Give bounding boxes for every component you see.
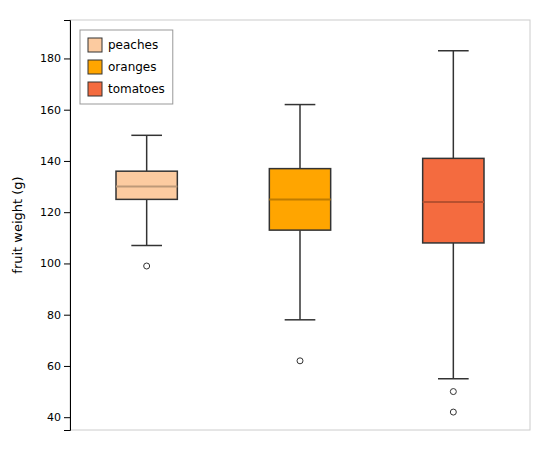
box-group — [269, 105, 330, 364]
whisker-high — [453, 51, 455, 159]
legend-swatch — [88, 60, 102, 74]
legend: peaches oranges tomatoes — [80, 30, 173, 104]
whisker-cap-high — [131, 135, 162, 137]
y-tick-label: 100 — [40, 257, 61, 270]
y-tick: 60 — [47, 360, 70, 373]
y-tick-label: 160 — [40, 104, 61, 117]
legend-swatch — [88, 82, 102, 96]
y-tick: 180 — [40, 52, 70, 65]
plot: 40 60 80 100 120 140 160 180 fruit weight (g) pea… — [10, 20, 530, 431]
whisker-low — [146, 199, 148, 245]
y-tick: 40 — [47, 411, 70, 424]
y-tick: 100 — [40, 257, 70, 270]
flier — [450, 389, 456, 395]
y-tick-label: 60 — [47, 360, 61, 373]
flier — [144, 263, 150, 269]
legend-frame — [80, 30, 173, 104]
legend-label: tomatoes — [108, 82, 165, 96]
legend-item: oranges — [88, 60, 157, 74]
y-tick-mark — [64, 315, 70, 316]
whisker-high — [299, 105, 301, 169]
boxes — [116, 51, 484, 415]
whisker-low — [453, 243, 455, 379]
whisker-cap-low — [438, 378, 469, 380]
y-tick-mark — [64, 161, 70, 162]
box-group — [116, 135, 177, 269]
y-tick: 120 — [40, 206, 70, 219]
box — [116, 171, 177, 199]
median — [423, 201, 484, 203]
flier — [450, 409, 456, 415]
y-axis-title: fruit weight (g) — [10, 176, 25, 273]
y-tick-mark — [64, 58, 70, 59]
whisker-low — [299, 230, 301, 320]
whisker-high — [146, 135, 148, 171]
y-tick: 140 — [40, 155, 70, 168]
legend-item: peaches — [88, 38, 158, 52]
whisker-cap-high — [285, 104, 316, 106]
median — [116, 186, 177, 188]
y-tick-mark — [64, 212, 70, 213]
legend-item: tomatoes — [88, 82, 165, 96]
whisker-cap-low — [285, 319, 316, 321]
y-tick-label: 40 — [47, 411, 61, 424]
y-tick-mark — [64, 417, 70, 418]
chart: 40 60 80 100 120 140 160 180 fruit weight (g) pea… — [0, 0, 550, 450]
box-group — [423, 51, 484, 415]
y-tick-label: 180 — [40, 52, 61, 65]
legend-label: oranges — [108, 60, 157, 74]
y-tick-label: 80 — [47, 309, 61, 322]
flier — [297, 358, 303, 364]
y-tick-mark — [64, 110, 70, 111]
y-tick-label: 120 — [40, 206, 61, 219]
y-tick-label: 140 — [40, 155, 61, 168]
y-axis: 40 60 80 100 120 140 160 180 — [40, 21, 71, 431]
y-axis-line — [64, 21, 71, 431]
plot-frame — [70, 20, 530, 430]
y-tick-mark — [64, 366, 70, 367]
whisker-cap-high — [438, 50, 469, 52]
legend-swatch — [88, 38, 102, 52]
box — [423, 158, 484, 243]
legend-label: peaches — [108, 38, 158, 52]
y-tick-mark — [64, 263, 70, 264]
box — [269, 169, 330, 231]
median — [269, 198, 330, 200]
y-tick: 80 — [47, 309, 70, 322]
whisker-cap-low — [131, 245, 162, 247]
y-tick: 160 — [40, 104, 70, 117]
